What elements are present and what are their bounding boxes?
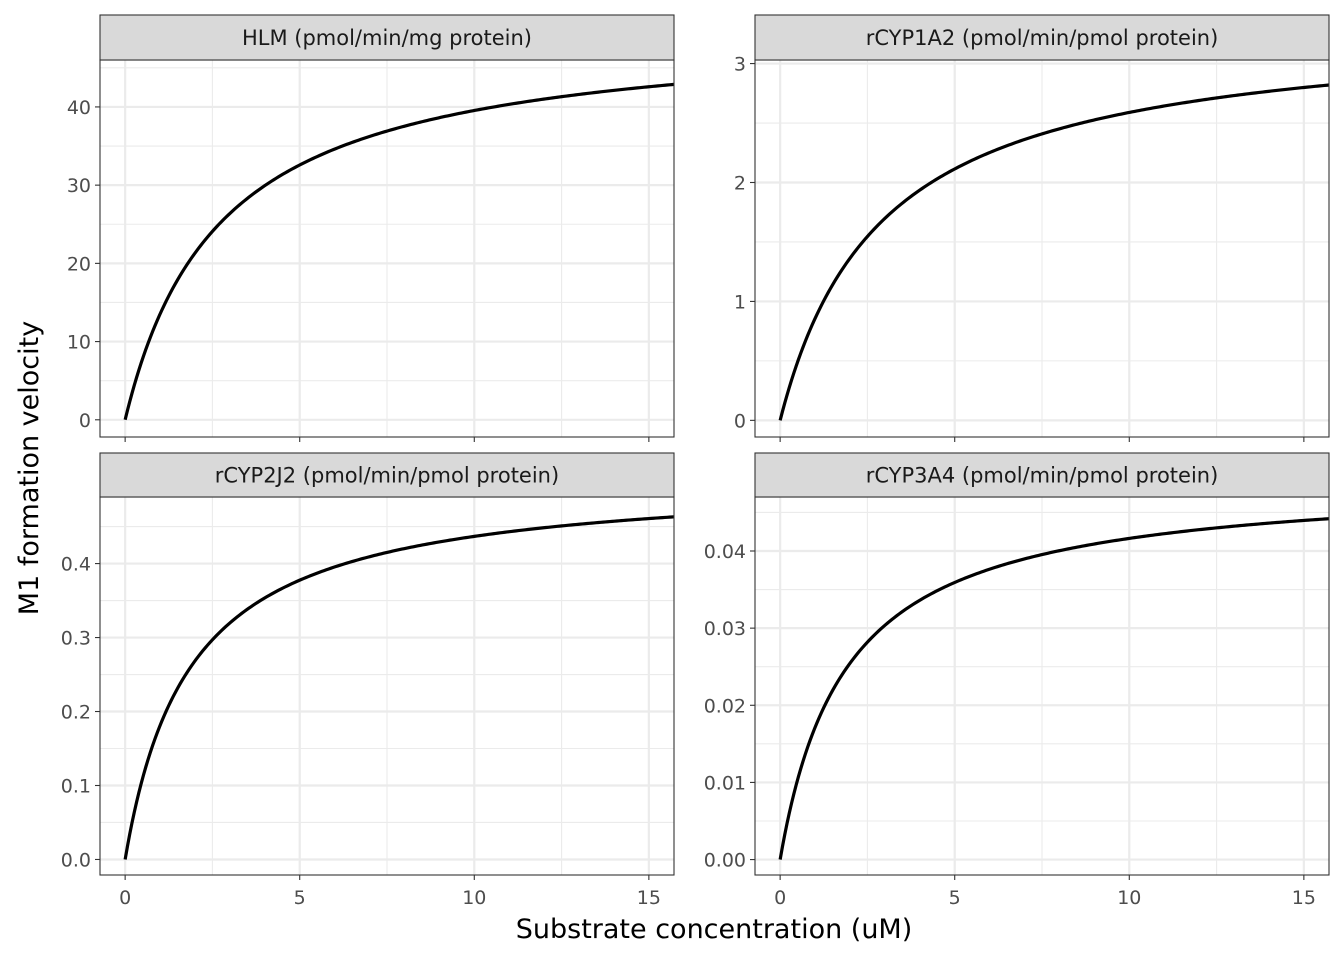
y-tick-label: 20: [67, 253, 91, 275]
y-tick-label: 0.2: [61, 702, 91, 724]
y-tick-label: 2: [734, 172, 746, 194]
y-axis-title: M1 formation velocity: [14, 321, 45, 615]
panel-1: HLM (pmol/min/mg protein) 0 10 20 30 40: [67, 14, 675, 442]
x-tick-label: 15: [637, 887, 661, 909]
panel-3: rCYP2J2 (pmol/min/pmol protein) 0.0 0.1 0.2…: [61, 452, 675, 909]
x-tick-label: 0: [774, 887, 786, 909]
y-tick-label: 0.3: [61, 628, 91, 650]
y-tick-label: 0.4: [61, 554, 91, 576]
y-tick-label: 0.00: [704, 850, 746, 872]
y-tick-label: 0.02: [704, 695, 746, 717]
x-tick-label: 5: [949, 887, 961, 909]
facet-strip-label: rCYP1A2 (pmol/min/pmol protein): [866, 26, 1219, 50]
facet-strip: [754, 14, 1330, 61]
y-tick-label: 40: [67, 97, 91, 119]
y-tick-label: 0.1: [61, 775, 91, 797]
y-tick-label: 0: [79, 410, 91, 432]
x-tick-label: 0: [119, 887, 131, 909]
y-tick-label: 0: [734, 410, 746, 432]
facet-strip-label: rCYP2J2 (pmol/min/pmol protein): [215, 464, 559, 488]
y-tick-label: 3: [734, 54, 746, 76]
y-tick-label: 10: [67, 332, 91, 354]
x-tick-label: 10: [1117, 887, 1141, 909]
kinetic-curve: [778, 83, 1330, 421]
panel-2: rCYP1A2 (pmol/min/pmol protein) 0 1 2 3: [734, 14, 1330, 442]
panel-4: rCYP3A4 (pmol/min/pmol protein) 0.00 0.01 0…: [704, 452, 1330, 909]
y-tick-label: 0.03: [704, 618, 746, 640]
y-tick-label: 30: [67, 175, 91, 197]
x-tick-label: 5: [294, 887, 306, 909]
y-tick-label: 0.0: [61, 849, 91, 871]
facet-strip: [99, 452, 675, 498]
x-tick-label: 15: [1292, 887, 1316, 909]
kinetic-curve: [123, 82, 675, 421]
x-tick-label: 10: [462, 887, 486, 909]
panels-group: HLM (pmol/min/mg protein)010203040rCYP1A…: [61, 14, 1330, 909]
kinetic-curve: [123, 515, 675, 860]
facet-strip-label: HLM (pmol/min/mg protein): [242, 26, 532, 50]
y-tick-label: 0.01: [704, 772, 746, 794]
facet-strip: [99, 14, 675, 61]
kinetic-curve: [778, 517, 1330, 860]
y-tick-label: 0.04: [704, 541, 746, 563]
facet-strip-label: rCYP3A4 (pmol/min/pmol protein): [866, 464, 1219, 488]
facet-strip: [754, 452, 1330, 498]
y-tick-label: 1: [734, 291, 746, 313]
x-axis-title: Substrate concentration (uM): [516, 914, 913, 945]
